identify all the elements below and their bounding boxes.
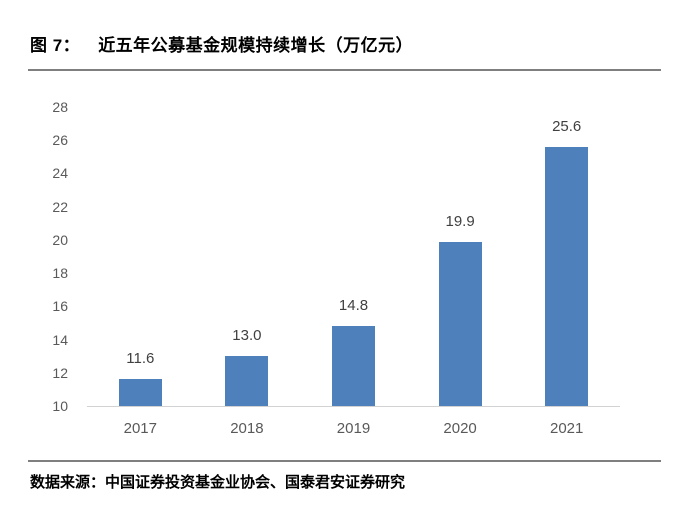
x-axis-category-label: 2020: [443, 420, 477, 437]
y-axis-tick-label: 14: [52, 331, 68, 348]
x-axis-line: [87, 406, 620, 407]
y-axis-tick-label: 28: [52, 99, 68, 115]
x-axis-category-label: 2017: [123, 420, 157, 437]
y-axis-tick-label: 22: [52, 198, 68, 215]
y-axis-tick-label: 10: [52, 398, 68, 414]
bar-value-label: 11.6: [126, 350, 155, 368]
y-axis-tick-label: 18: [52, 265, 68, 282]
chart-bar: [332, 326, 375, 406]
x-axis-category-label: 2021: [550, 420, 584, 437]
chart-bar: [438, 241, 482, 406]
bar-value-label: 14.8: [338, 297, 369, 315]
y-axis-tick-label: 26: [52, 132, 68, 149]
bar-value-label: 13.0: [232, 327, 262, 345]
source-divider-line: [28, 460, 661, 462]
bar-value-label: 25.6: [552, 117, 582, 135]
y-axis-tick-label: 24: [52, 165, 68, 182]
chart-bar: [545, 146, 589, 406]
chart-bar: [118, 379, 162, 406]
chart-bar: [225, 356, 269, 406]
y-axis-tick-label: 16: [52, 298, 68, 315]
figure-title-text: 近五年公募基金规模持续增长（万亿元）: [98, 36, 414, 55]
bar-value-label: 19.9: [445, 212, 475, 230]
x-axis-category-label: 2018: [230, 420, 264, 437]
y-axis-tick-label: 12: [52, 364, 68, 381]
title-divider-line: [28, 69, 661, 71]
data-source-text: 数据来源：中国证券投资基金业协会、国泰君安证券研究: [30, 474, 406, 491]
x-axis-category-label: 2019: [336, 420, 371, 437]
figure-number-label: 图 7：: [30, 36, 81, 55]
figure-title: 图 7： 近五年公募基金规模持续增长（万亿元）: [30, 31, 413, 55]
y-axis-tick-label: 20: [52, 231, 68, 248]
